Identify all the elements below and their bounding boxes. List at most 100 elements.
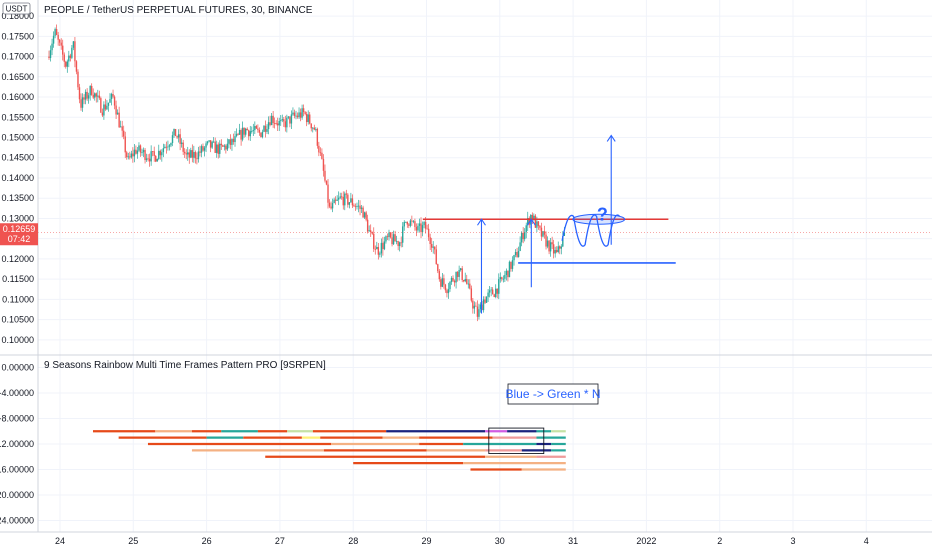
candle-body <box>263 125 265 132</box>
candle-body <box>156 158 158 162</box>
candle-body <box>463 280 465 282</box>
candle-body <box>417 225 419 231</box>
target-arrow-head <box>606 134 616 142</box>
indicator-title[interactable]: 9 Seasons Rainbow Multi Time Frames Patt… <box>44 360 326 371</box>
candle-body <box>356 206 358 207</box>
candle-body <box>286 117 288 128</box>
candle-body <box>458 269 460 277</box>
candle-body <box>405 221 407 223</box>
price-tick-label: 0.12000 <box>1 254 34 264</box>
currency-badge-box[interactable] <box>2 2 31 15</box>
price-tick-label: 0.14000 <box>1 173 34 183</box>
candle-body <box>193 152 195 158</box>
candle-body <box>119 126 122 128</box>
candle-body <box>225 145 227 150</box>
candle-body <box>251 131 253 132</box>
candle-body <box>406 221 408 225</box>
candle-body <box>260 132 262 138</box>
candle-body <box>115 105 117 115</box>
pattern-highlight-box[interactable] <box>488 427 545 455</box>
candle-body <box>185 153 187 155</box>
indicator-tick-label: -8.00000 <box>0 414 34 424</box>
candle-body <box>68 55 70 62</box>
projection-wave[interactable] <box>561 214 621 247</box>
candle-body <box>376 246 378 250</box>
candle-body <box>313 127 315 130</box>
candle-body <box>495 288 497 298</box>
candle-body <box>331 203 334 209</box>
candle-body <box>217 144 219 154</box>
candle-body <box>397 241 399 247</box>
candle-body <box>327 184 329 203</box>
candle-body <box>179 134 181 144</box>
candle-body <box>270 115 273 126</box>
candle-body <box>383 241 386 250</box>
candle-body <box>548 240 550 252</box>
time-axis[interactable]: 24 25 26 27 28 29 30 31 2022 2 3 4 <box>55 536 869 546</box>
candle-body <box>496 288 498 294</box>
candle-body <box>269 122 271 126</box>
candle-body <box>499 277 501 280</box>
candle-body <box>84 91 87 100</box>
candle-body <box>284 121 287 128</box>
candle-body <box>450 277 453 283</box>
candle-body <box>167 146 169 148</box>
candle-body <box>83 97 85 100</box>
candle-body <box>508 261 511 278</box>
current-price-countdown: 07:42 <box>8 234 31 244</box>
candle-body <box>290 114 293 124</box>
candle-body <box>202 146 204 151</box>
candle-body <box>273 123 276 124</box>
candle-body <box>174 128 177 137</box>
candle-body <box>537 221 540 226</box>
candle-body <box>66 61 69 67</box>
time-tick-label: 29 <box>421 536 431 546</box>
candlestick-series <box>48 24 566 322</box>
candle-body <box>58 39 61 43</box>
indicator-axis[interactable]: 0.00000 -4.00000 -8.00000 -12.00000 -16.0000… <box>0 363 34 526</box>
candle-body <box>243 127 245 135</box>
candle-body <box>235 133 238 137</box>
candle-body <box>357 205 360 207</box>
candle-body <box>437 264 439 272</box>
candle-body <box>321 152 323 159</box>
candle-body <box>165 146 168 148</box>
time-tick-label: 31 <box>568 536 578 546</box>
candle-body <box>440 279 442 287</box>
indicator-tick-label: -4.00000 <box>0 388 34 398</box>
candle-body <box>409 220 412 226</box>
candle-body <box>542 231 544 237</box>
candle-body <box>106 105 108 110</box>
candle-body <box>429 237 431 245</box>
price-annotations <box>38 134 932 314</box>
candle-body <box>475 305 477 307</box>
candle-body <box>330 206 332 209</box>
currency-badge[interactable]: USDT <box>6 5 28 14</box>
candle-body <box>101 112 104 116</box>
time-tick-label: 4 <box>864 536 869 546</box>
candle-body <box>359 205 361 209</box>
candle-body <box>491 289 494 295</box>
candle-body <box>312 127 314 129</box>
candle-body <box>514 252 517 256</box>
price-axis[interactable]: 0.18000 0.17500 0.17000 0.16500 0.16000 0.155… <box>1 11 34 345</box>
candle-body <box>86 91 88 99</box>
candle-body <box>543 231 546 235</box>
candle-body <box>520 232 523 243</box>
breakout-ellipse[interactable] <box>572 213 626 225</box>
candle-body <box>162 148 165 153</box>
candle-body <box>191 150 194 158</box>
price-tick-label: 0.16000 <box>1 92 34 102</box>
candle-body <box>78 87 81 100</box>
candle-body <box>69 55 72 58</box>
candle-body <box>113 96 116 106</box>
price-tick-label: 0.17500 <box>1 31 34 41</box>
candle-body <box>348 202 351 205</box>
candle-body <box>219 143 221 154</box>
measure-arrow-left-head <box>477 218 486 226</box>
indicator-tick-label: 0.00000 <box>1 363 34 373</box>
candle-body <box>302 108 305 113</box>
symbol-title[interactable]: PEOPLE / TetherUS PERPETUAL FUTURES, 30,… <box>44 5 313 16</box>
time-tick-label: 2022 <box>636 536 656 546</box>
candle-body <box>214 141 216 153</box>
